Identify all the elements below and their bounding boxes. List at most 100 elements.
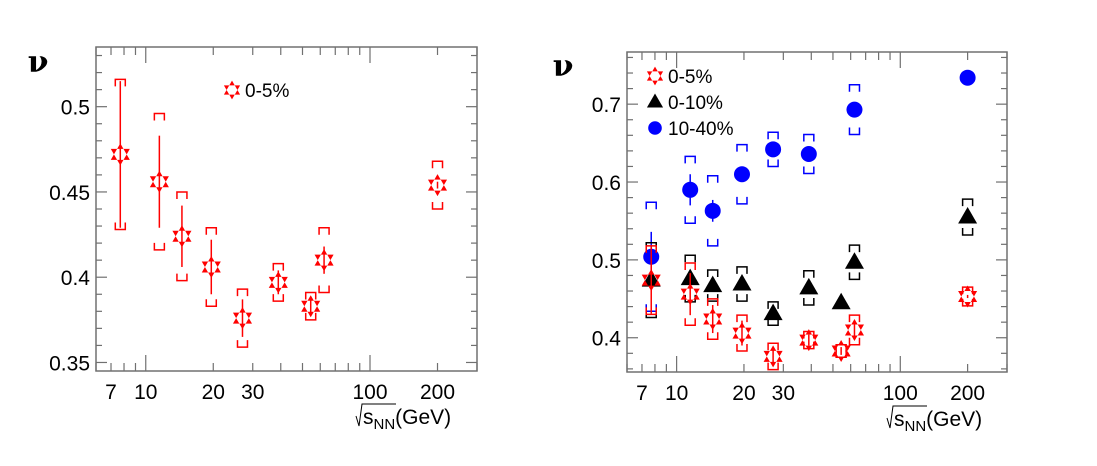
data-point xyxy=(831,292,851,310)
y-tick-label: 0.6 xyxy=(592,172,621,195)
y-axis-title: ν xyxy=(553,49,574,84)
plot-frame xyxy=(626,51,1008,373)
marker-circle xyxy=(800,145,817,162)
sys-bracket-top xyxy=(684,155,696,164)
marker-star xyxy=(427,174,448,197)
marker-star xyxy=(201,255,221,278)
x-tick-label: 7 xyxy=(105,381,117,404)
x-axis-title-text: sNN(GeV) xyxy=(894,408,982,435)
x-title-sub: NN xyxy=(905,418,927,435)
sys-bracket-bottom xyxy=(684,216,696,225)
sys-bracket-top xyxy=(706,269,719,278)
marker-star-shape xyxy=(201,255,221,278)
data-point xyxy=(844,314,865,346)
data-point xyxy=(232,288,253,348)
sys-bracket-top xyxy=(848,314,861,323)
sys-bracket-top xyxy=(318,227,330,235)
marker-circle xyxy=(733,166,750,183)
marker-triangle xyxy=(799,277,819,295)
legend-item: 0-5% xyxy=(646,66,712,88)
marker-star-shape xyxy=(172,225,192,248)
data-point xyxy=(427,160,448,210)
x-title-sub: NN xyxy=(374,416,396,433)
legend-star-icon xyxy=(646,66,664,86)
sys-bracket-bottom xyxy=(848,337,861,346)
marker-star xyxy=(301,295,321,318)
sys-bracket-top xyxy=(803,133,815,142)
data-point xyxy=(958,285,978,308)
sys-bracket-top xyxy=(431,160,444,169)
sys-bracket-bottom xyxy=(318,285,330,294)
marker-star-shape xyxy=(958,285,978,308)
sys-bracket-top xyxy=(706,175,719,183)
sys-bracket-bottom xyxy=(645,307,657,316)
sys-bracket-bottom xyxy=(706,238,719,247)
sys-bracket-top xyxy=(153,112,166,121)
marker-star-shape xyxy=(110,143,130,166)
sys-bracket-bottom xyxy=(431,202,444,210)
sys-bracket-top xyxy=(961,198,974,207)
marker-triangle xyxy=(732,274,752,291)
marker-triangle xyxy=(831,292,851,310)
data-point xyxy=(314,227,334,294)
y-tick-label: 0.4 xyxy=(61,267,91,290)
data-point xyxy=(110,78,130,231)
x-tick-label: 7 xyxy=(636,382,648,405)
legend-item: 0-10% xyxy=(646,93,723,114)
data-point xyxy=(831,339,851,362)
legend-label: 0-10% xyxy=(668,93,723,114)
x-tick-label: 200 xyxy=(420,381,455,404)
legend: 0-5% xyxy=(223,80,289,102)
sys-bracket-top xyxy=(848,244,861,253)
data-point xyxy=(301,291,321,321)
data-point xyxy=(844,244,864,281)
sys-bracket-top xyxy=(205,227,218,235)
data-point xyxy=(641,245,661,316)
y-tick-label: 0.45 xyxy=(49,182,90,205)
data-point xyxy=(682,155,699,225)
sys-bracket-top xyxy=(236,288,249,297)
x-axis-title-text: sNN(GeV) xyxy=(363,406,451,433)
sys-bracket-bottom xyxy=(236,340,249,348)
marker-triangle xyxy=(703,275,723,293)
data-point xyxy=(201,227,221,307)
marker-star xyxy=(314,249,334,272)
sys-bracket-bottom xyxy=(272,294,285,302)
sys-bracket-top xyxy=(736,143,748,152)
sys-bracket-bottom xyxy=(684,318,696,327)
marker-star-shape xyxy=(703,308,723,331)
x-title-root: s xyxy=(363,406,374,429)
marker-star-shape xyxy=(232,307,253,330)
data-point xyxy=(172,191,192,282)
marker-star xyxy=(232,307,253,330)
sys-bracket-top xyxy=(767,342,779,351)
sys-bracket-bottom xyxy=(706,294,719,302)
data-point xyxy=(959,69,976,86)
data-point xyxy=(799,270,819,306)
y-tick-label: 0.35 xyxy=(49,352,90,375)
legend-label: 0-5% xyxy=(245,81,289,102)
legend-item: 10-40% xyxy=(648,119,734,140)
sys-bracket-top xyxy=(684,262,696,270)
marker-triangle xyxy=(958,207,978,224)
x-tick-label: 200 xyxy=(950,382,985,405)
sys-bracket-top xyxy=(272,262,285,271)
marker-star-shape xyxy=(831,339,851,362)
data-point xyxy=(703,269,723,302)
marker-star xyxy=(799,329,819,352)
sys-bracket-top xyxy=(848,83,861,92)
data-point xyxy=(732,314,752,352)
sys-bracket-top xyxy=(176,191,188,199)
data-point xyxy=(149,112,169,251)
marker-star-shape xyxy=(844,318,865,341)
marker-circle xyxy=(704,202,721,219)
marker-star-shape xyxy=(427,174,448,197)
sys-bracket-bottom xyxy=(153,242,166,251)
series-0-10% xyxy=(641,198,978,327)
sys-bracket-bottom xyxy=(848,272,861,281)
marker-star-shape xyxy=(763,345,783,368)
sys-bracket-top xyxy=(767,301,779,309)
marker-star xyxy=(958,285,978,308)
x-tick-label: 10 xyxy=(134,381,157,404)
